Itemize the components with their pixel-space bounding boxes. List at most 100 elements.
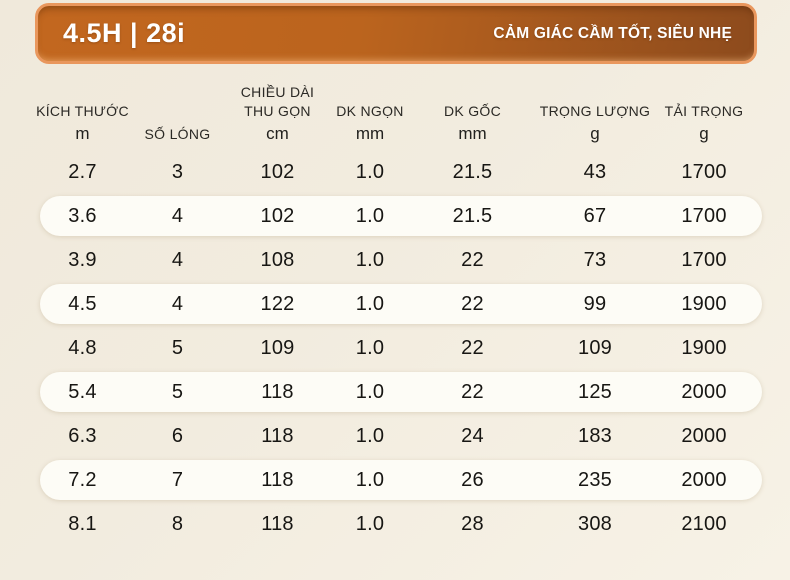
table-cell: 1.0 — [355, 336, 385, 359]
column-header-4: DK NGỌN mm — [335, 102, 405, 148]
table-cell: 22 — [461, 380, 484, 403]
spec-table: KÍCH THƯỚC m SỐ LÓNG CHIỀU DÀI THU GỌN cm DK N… — [30, 80, 762, 546]
column-header-1: KÍCH THƯỚC m — [30, 102, 135, 148]
table-cell: 22 — [461, 248, 484, 271]
table-cell: 3.9 — [68, 248, 97, 271]
table-cell: 4 — [171, 248, 184, 271]
table-cell: 102 — [260, 160, 295, 183]
table-cell: 6 — [171, 424, 184, 447]
table-cell: 102 — [260, 204, 295, 227]
table-cell: 2.7 — [68, 160, 97, 183]
table-body: 2.7 3 102 1.0 21.5 43 1700 3.6 4 102 1.0 21.5 67 1700… — [30, 150, 762, 546]
table-cell: 118 — [261, 468, 294, 491]
table-row: 3.9 4 108 1.0 22 73 1700 — [30, 238, 758, 282]
table-cell: 24 — [461, 424, 484, 447]
table-cell: 3 — [171, 160, 184, 183]
column-unit: g — [699, 123, 709, 143]
table-row: 7.2 7 118 1.0 26 235 2000 — [30, 458, 762, 502]
table-cell: 108 — [260, 248, 295, 271]
table-cell: 8.1 — [68, 512, 97, 535]
table-cell: 1.0 — [355, 160, 385, 183]
column-label: DK NGỌN — [336, 103, 404, 120]
column-header-2: SỐ LÓNG — [135, 125, 220, 148]
table-cell: 5.4 — [68, 380, 97, 403]
table-cell: 5 — [171, 336, 184, 359]
table-cell: 6.3 — [68, 424, 97, 447]
column-unit: m — [75, 123, 90, 143]
table-cell: 1900 — [681, 292, 727, 315]
table-cell: 1.0 — [355, 204, 385, 227]
table-cell: 235 — [578, 468, 612, 491]
model-title: 4.5H | 28i — [63, 18, 186, 48]
table-cell: 308 — [578, 512, 612, 535]
table-cell: 1.0 — [355, 424, 385, 447]
table-cell: 4.5 — [68, 292, 97, 315]
table-cell: 4 — [171, 204, 184, 227]
table-cell: 4.8 — [68, 336, 97, 359]
table-cell: 122 — [260, 292, 295, 315]
column-unit: g — [590, 123, 600, 143]
table-cell: 43 — [583, 160, 607, 183]
column-label: SỐ LÓNG — [144, 125, 211, 142]
column-unit: cm — [266, 123, 289, 143]
table-header-row: KÍCH THƯỚC m SỐ LÓNG CHIỀU DÀI THU GỌN cm DK N… — [30, 80, 758, 148]
table-cell: 7 — [171, 468, 184, 491]
table-row: 4.8 5 109 1.0 22 109 1900 — [30, 326, 758, 370]
table-cell: 67 — [583, 204, 607, 227]
table-cell: 28 — [461, 512, 484, 535]
table-cell: 109 — [578, 336, 612, 359]
table-cell: 118 — [261, 424, 294, 447]
table-cell: 26 — [461, 468, 484, 491]
header-bar: 4.5H | 28i CẢM GIÁC CẦM TỐT, SIÊU NHẸ — [35, 3, 757, 64]
table-cell: 22 — [461, 336, 484, 359]
table-cell: 183 — [578, 424, 612, 447]
table-row: 5.4 5 118 1.0 22 125 2000 — [30, 370, 762, 414]
table-cell: 1.0 — [355, 468, 385, 491]
column-header-6: TRỌNG LƯỢNG g — [540, 102, 650, 148]
table-cell: 2100 — [681, 512, 727, 535]
column-label: KÍCH THƯỚC — [36, 103, 129, 120]
table-row: 6.3 6 118 1.0 24 183 2000 — [30, 414, 758, 458]
table-cell: 99 — [583, 292, 607, 315]
table-cell: 8 — [171, 512, 184, 535]
table-cell: 1.0 — [355, 512, 385, 535]
table-cell: 21.5 — [452, 204, 493, 227]
table-cell: 118 — [261, 512, 294, 535]
table-cell: 1700 — [681, 160, 727, 183]
table-row: 4.5 4 122 1.0 22 99 1900 — [30, 282, 762, 326]
table-cell: 73 — [583, 248, 607, 271]
column-label: DK GỐC — [443, 103, 502, 120]
table-cell: 109 — [260, 336, 295, 359]
table-cell: 125 — [578, 380, 612, 403]
column-unit: mm — [458, 123, 487, 143]
table-cell: 2000 — [681, 424, 727, 447]
column-header-5: DK GỐC mm — [405, 102, 540, 148]
table-cell: 118 — [261, 380, 294, 403]
column-label: TẢI TRỌNG — [664, 103, 744, 120]
table-cell: 5 — [171, 380, 184, 403]
column-header-3: CHIỀU DÀI THU GỌN cm — [220, 83, 335, 148]
table-row: 2.7 3 102 1.0 21.5 43 1700 — [30, 150, 758, 194]
table-cell: 2000 — [681, 468, 727, 491]
table-cell: 1700 — [681, 248, 727, 271]
table-row: 8.1 8 118 1.0 28 308 2100 — [30, 502, 758, 546]
table-cell: 1.0 — [355, 380, 385, 403]
column-header-7: TẢI TRỌNG g — [650, 102, 758, 148]
table-cell: 3.6 — [68, 204, 97, 227]
table-cell: 7.2 — [68, 468, 97, 491]
column-label: TRỌNG LƯỢNG — [539, 103, 651, 120]
column-label: CHIỀU DÀI — [240, 84, 315, 101]
table-cell: 1.0 — [355, 292, 385, 315]
table-cell: 2000 — [681, 380, 727, 403]
table-cell: 22 — [461, 292, 484, 315]
column-label: THU GỌN — [244, 103, 311, 120]
table-cell: 1900 — [681, 336, 727, 359]
table-cell: 1.0 — [355, 248, 385, 271]
table-cell: 21.5 — [452, 160, 493, 183]
tagline-text: CẢM GIÁC CẦM TỐT, SIÊU NHẸ — [493, 24, 732, 42]
table-cell: 4 — [171, 292, 184, 315]
table-row: 3.6 4 102 1.0 21.5 67 1700 — [30, 194, 762, 238]
table-cell: 1700 — [681, 204, 727, 227]
column-unit: mm — [355, 123, 385, 143]
